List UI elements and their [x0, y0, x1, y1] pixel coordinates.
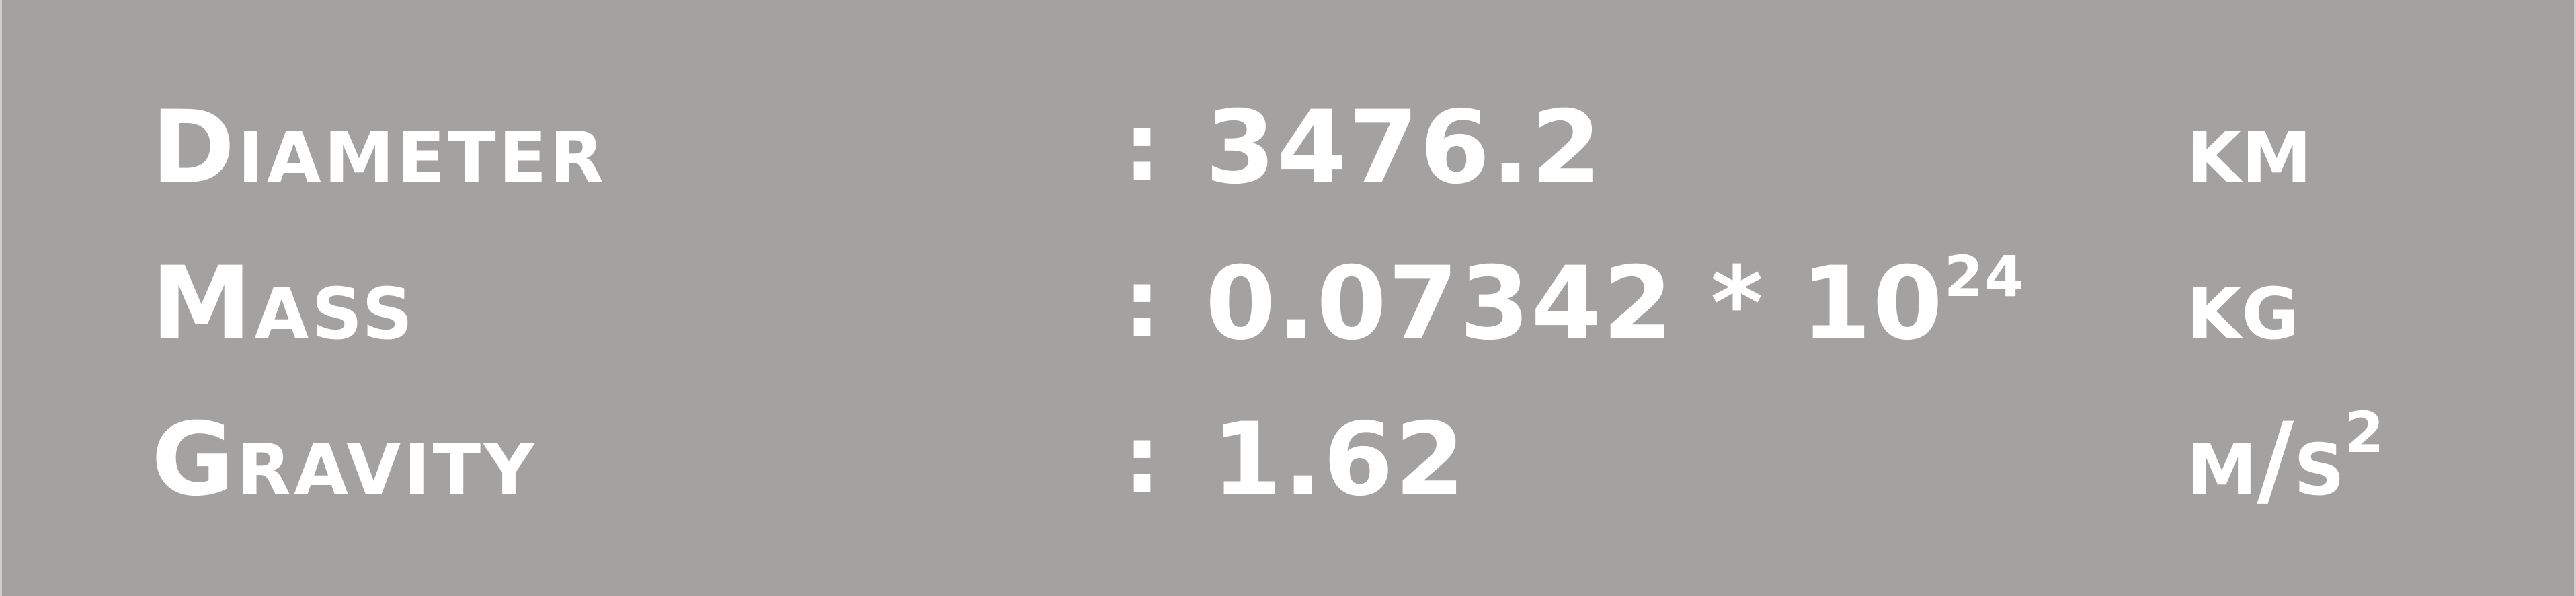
gravity-unit-exponent: 2: [2344, 400, 2384, 465]
mass-value: 0.07342 * 1024: [1205, 237, 2025, 371]
diameter-unit: km: [2187, 81, 2312, 215]
gravity-label: Gravity: [151, 402, 538, 519]
gravity-value-text: 1.62: [1212, 402, 1467, 519]
diameter-colon: :: [1123, 93, 1161, 202]
gravity-row: Gravity : 1.62 m/s2: [2, 393, 2576, 527]
gravity-colon: :: [1123, 405, 1161, 515]
mass-row: Mass : 0.07342 * 1024 kg: [2, 237, 2576, 371]
mass-exponent: 24: [1943, 244, 2025, 309]
diameter-label: Diameter: [151, 89, 607, 207]
diameter-unit-text: km: [2187, 89, 2312, 207]
diameter-value-text: 3476.2: [1205, 89, 1603, 207]
diameter-row: Diameter : 3476.2 km: [2, 81, 2576, 215]
mass-label: Mass: [151, 246, 416, 363]
mass-unit: kg: [2187, 237, 2300, 371]
gravity-unit-text: m/s: [2187, 402, 2345, 519]
mass-value-text: 0.07342 * 10: [1205, 246, 1944, 363]
diameter-value: 3476.2: [1205, 81, 1603, 215]
mass-colon: :: [1123, 249, 1161, 359]
gravity-unit: m/s2: [2187, 393, 2384, 527]
mass-unit-text: kg: [2187, 246, 2300, 363]
gravity-value: 1.62: [1212, 393, 1466, 527]
